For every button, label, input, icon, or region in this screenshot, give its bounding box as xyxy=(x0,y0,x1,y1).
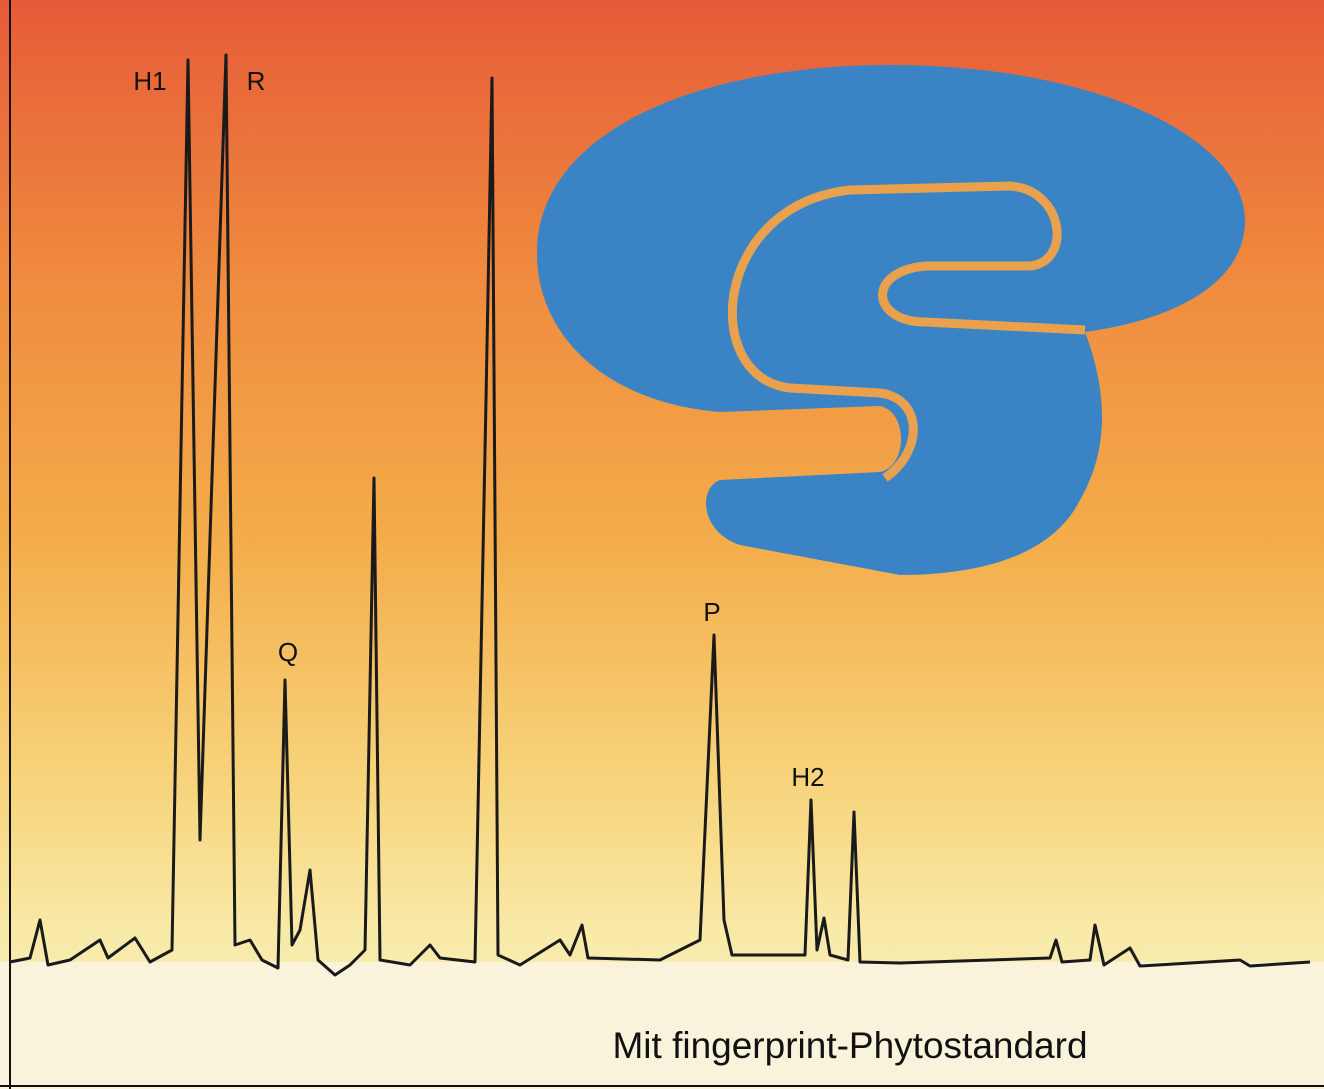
chromatogram-trace xyxy=(9,53,1311,977)
peak-label: H1 xyxy=(133,66,166,96)
s-shape xyxy=(536,65,1245,575)
peak-label: Q xyxy=(278,637,298,667)
peak-label: P xyxy=(703,597,720,627)
s-channel xyxy=(727,181,1086,482)
peak-label: H2 xyxy=(791,762,824,792)
peak-label: R xyxy=(247,66,266,96)
caption: Mit fingerprint-Phytostandard xyxy=(612,1025,1087,1066)
lower-band xyxy=(0,962,1324,1089)
